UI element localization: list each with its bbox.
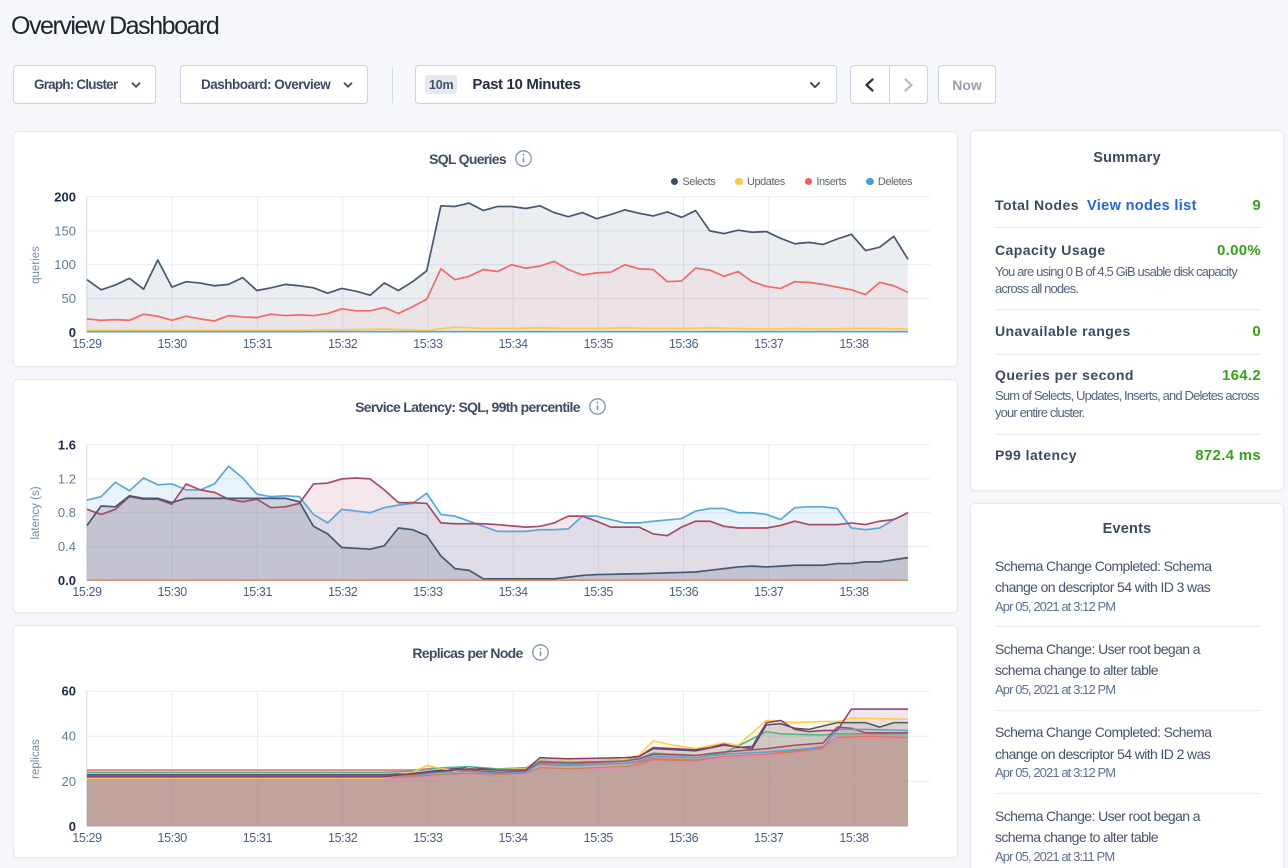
svg-text:15:32: 15:32 xyxy=(328,337,358,351)
svg-text:15:33: 15:33 xyxy=(413,337,443,351)
svg-text:15:36: 15:36 xyxy=(669,337,699,351)
svg-text:15:32: 15:32 xyxy=(328,585,358,599)
svg-text:15:34: 15:34 xyxy=(498,337,528,351)
svg-text:1.6: 1.6 xyxy=(58,438,76,453)
svg-text:15:38: 15:38 xyxy=(839,831,869,845)
svg-text:15:37: 15:37 xyxy=(754,831,784,845)
svg-text:15:34: 15:34 xyxy=(498,585,528,599)
svg-text:40: 40 xyxy=(62,729,76,744)
svg-text:0.4: 0.4 xyxy=(58,539,76,554)
svg-text:50: 50 xyxy=(62,291,76,306)
svg-text:150: 150 xyxy=(54,223,76,238)
svg-text:0: 0 xyxy=(69,819,76,834)
svg-text:15:32: 15:32 xyxy=(328,831,358,845)
svg-text:15:33: 15:33 xyxy=(413,831,443,845)
svg-text:15:29: 15:29 xyxy=(72,337,102,351)
svg-text:15:30: 15:30 xyxy=(158,831,188,845)
svg-text:15:31: 15:31 xyxy=(243,831,273,845)
svg-text:15:29: 15:29 xyxy=(72,831,102,845)
svg-text:15:35: 15:35 xyxy=(584,585,614,599)
svg-text:1.2: 1.2 xyxy=(58,471,76,486)
svg-text:200: 200 xyxy=(54,190,76,205)
svg-text:100: 100 xyxy=(54,257,76,272)
svg-text:0.8: 0.8 xyxy=(58,505,76,520)
svg-text:replicas: replicas xyxy=(30,739,42,779)
svg-text:15:35: 15:35 xyxy=(584,831,614,845)
svg-text:15:30: 15:30 xyxy=(158,585,188,599)
svg-text:15:36: 15:36 xyxy=(669,831,699,845)
svg-text:15:37: 15:37 xyxy=(754,585,784,599)
svg-text:15:29: 15:29 xyxy=(72,585,102,599)
svg-text:60: 60 xyxy=(62,684,76,699)
svg-text:15:37: 15:37 xyxy=(754,337,784,351)
svg-text:15:38: 15:38 xyxy=(839,585,869,599)
svg-text:15:35: 15:35 xyxy=(584,337,614,351)
svg-text:0.0: 0.0 xyxy=(58,573,76,588)
svg-text:15:38: 15:38 xyxy=(839,337,869,351)
svg-text:15:31: 15:31 xyxy=(243,585,273,599)
svg-text:15:34: 15:34 xyxy=(498,831,528,845)
svg-text:15:36: 15:36 xyxy=(669,585,699,599)
svg-text:15:31: 15:31 xyxy=(243,337,273,351)
svg-text:0: 0 xyxy=(69,325,76,340)
svg-text:latency (s): latency (s) xyxy=(30,486,42,539)
svg-text:20: 20 xyxy=(62,774,76,789)
svg-text:queries: queries xyxy=(30,246,42,284)
svg-text:15:33: 15:33 xyxy=(413,585,443,599)
svg-text:15:30: 15:30 xyxy=(158,337,188,351)
